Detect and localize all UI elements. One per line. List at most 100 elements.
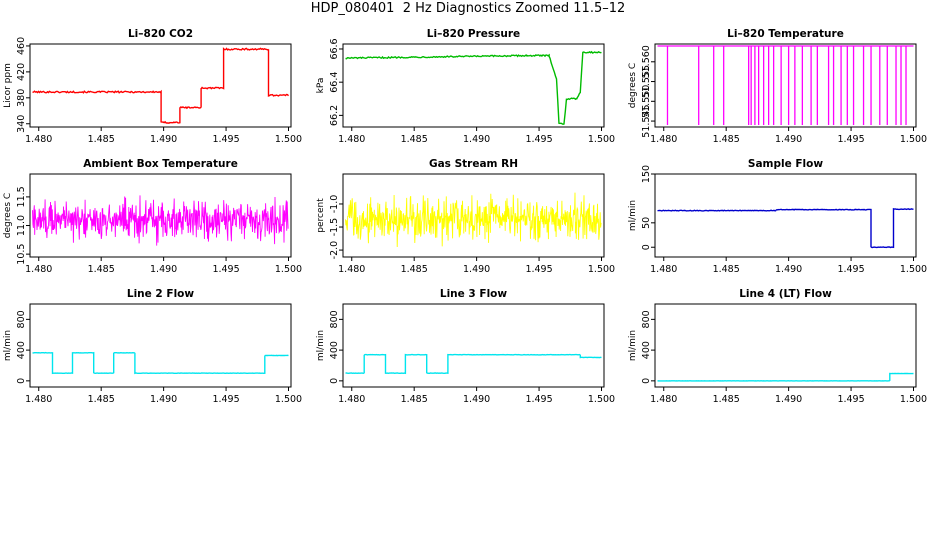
y-tick-label: 10.5 bbox=[16, 244, 27, 265]
y-tick-label: 800 bbox=[329, 310, 340, 328]
y-axis-label: Licor ppm bbox=[3, 63, 13, 108]
x-tick-label: 1.495 bbox=[212, 264, 239, 275]
y-tick-label: 800 bbox=[641, 310, 652, 328]
y-axis-label: kPa bbox=[316, 78, 326, 94]
panel-line-3-flow: Line 3 Flow 1.480 1.485 1.490 1.495 1.500 0 400… bbox=[316, 288, 615, 405]
x-tick-label: 1.480 bbox=[338, 394, 365, 405]
x-tick-label: 1.480 bbox=[25, 134, 52, 145]
x-tick-label: 1.480 bbox=[338, 134, 365, 145]
y-tick-label: 0 bbox=[641, 378, 652, 384]
panel-title: Sample Flow bbox=[748, 158, 823, 170]
series-gas-stream-rh bbox=[345, 192, 602, 248]
panel-sample-flow: Sample Flow 1.480 1.485 1.490 1.495 1.500 0 50 1… bbox=[628, 158, 927, 275]
y-tick-label: 51.550 bbox=[641, 85, 652, 118]
x-tick-label: 1.485 bbox=[713, 264, 740, 275]
panel-line-4-lt-flow: Line 4 (LT) Flow 1.480 1.485 1.490 1.495 1.50… bbox=[628, 288, 927, 405]
y-axis-label: degrees C bbox=[628, 63, 638, 108]
plot-frame bbox=[654, 303, 917, 388]
y-tick-label: 66.6 bbox=[329, 38, 340, 59]
x-tick-label: 1.495 bbox=[525, 264, 552, 275]
x-tick-label: 1.490 bbox=[463, 264, 490, 275]
x-tick-label: 1.495 bbox=[837, 134, 864, 145]
plot-frame bbox=[342, 173, 605, 258]
y-tick-label: 51.545 bbox=[641, 104, 652, 137]
figure-title: HDP_080401 2 Hz Diagnostics Zoomed 11.5–… bbox=[310, 1, 626, 16]
plot-frame bbox=[342, 43, 605, 128]
x-tick-label: 1.490 bbox=[150, 394, 177, 405]
x-tick-label: 1.480 bbox=[650, 264, 677, 275]
x-tick-label: 1.495 bbox=[212, 394, 239, 405]
series-li-820-co2 bbox=[32, 47, 289, 124]
y-tick-label: -2.0 bbox=[329, 241, 340, 260]
series-li-820-temperature bbox=[657, 45, 914, 126]
x-tick-label: 1.490 bbox=[463, 134, 490, 145]
plot-frame bbox=[29, 173, 292, 258]
panel-title: Li–820 Pressure bbox=[427, 28, 520, 40]
y-tick-label: 380 bbox=[16, 89, 27, 107]
y-tick-label: 150 bbox=[641, 165, 652, 183]
y-tick-label: 11.5 bbox=[16, 186, 27, 207]
panel-title: Line 4 (LT) Flow bbox=[739, 288, 832, 300]
panel-title: Gas Stream RH bbox=[429, 158, 518, 170]
series-li-820-pressure bbox=[345, 50, 602, 126]
y-tick-label: 460 bbox=[16, 37, 27, 55]
x-tick-label: 1.500 bbox=[588, 264, 615, 275]
series-line-3-flow bbox=[345, 353, 602, 375]
data-line bbox=[345, 353, 602, 375]
plot-frame bbox=[29, 43, 292, 128]
y-tick-label: 400 bbox=[329, 341, 340, 359]
panel-title: Ambient Box Temperature bbox=[83, 158, 238, 170]
x-tick-label: 1.500 bbox=[900, 394, 927, 405]
y-axis-label: degrees C bbox=[3, 193, 13, 238]
plot-frame bbox=[29, 303, 292, 388]
y-tick-label: 50 bbox=[641, 217, 652, 229]
x-tick-label: 1.500 bbox=[588, 394, 615, 405]
series-line-2-flow bbox=[32, 351, 289, 375]
x-tick-label: 1.480 bbox=[338, 264, 365, 275]
x-tick-label: 1.485 bbox=[88, 394, 115, 405]
y-axis-label: ml/min bbox=[628, 330, 638, 361]
data-line bbox=[345, 192, 602, 248]
data-line bbox=[32, 351, 289, 375]
plot-frame bbox=[342, 303, 605, 388]
x-tick-label: 1.480 bbox=[650, 134, 677, 145]
y-tick-label: 0 bbox=[329, 378, 340, 384]
data-line bbox=[32, 47, 289, 124]
x-tick-label: 1.485 bbox=[713, 134, 740, 145]
panel-line-2-flow: Line 2 Flow 1.480 1.485 1.490 1.495 1.500 0 400… bbox=[3, 288, 302, 405]
y-tick-label: 340 bbox=[16, 115, 27, 133]
x-tick-label: 1.490 bbox=[775, 264, 802, 275]
x-tick-label: 1.485 bbox=[401, 264, 428, 275]
y-tick-label: 800 bbox=[16, 310, 27, 328]
x-tick-label: 1.495 bbox=[525, 394, 552, 405]
x-tick-label: 1.490 bbox=[150, 134, 177, 145]
panel-title: Li–820 Temperature bbox=[727, 28, 844, 40]
data-line bbox=[32, 195, 289, 246]
x-tick-label: 1.485 bbox=[88, 264, 115, 275]
y-tick-label: 51.560 bbox=[641, 45, 652, 78]
y-tick-label: 0 bbox=[16, 378, 27, 384]
panel-title: Line 2 Flow bbox=[127, 288, 194, 300]
x-tick-label: 1.500 bbox=[900, 134, 927, 145]
x-tick-label: 1.485 bbox=[713, 394, 740, 405]
panel-li-820-co2: Li–820 CO2 1.480 1.485 1.490 1.495 1.500 340 38… bbox=[3, 28, 302, 145]
series-line-4-lt-flow bbox=[657, 372, 914, 382]
plot-frame bbox=[654, 43, 917, 128]
x-tick-label: 1.500 bbox=[588, 134, 615, 145]
x-tick-label: 1.480 bbox=[25, 264, 52, 275]
data-line bbox=[345, 50, 602, 126]
y-tick-label: 66.4 bbox=[329, 72, 340, 93]
data-line bbox=[657, 208, 914, 249]
x-tick-label: 1.490 bbox=[463, 394, 490, 405]
x-tick-label: 1.495 bbox=[212, 134, 239, 145]
y-tick-label: 0 bbox=[641, 244, 652, 250]
x-tick-label: 1.500 bbox=[275, 134, 302, 145]
y-axis-label: ml/min bbox=[316, 330, 326, 361]
series-ambient-box-temperature bbox=[32, 195, 289, 246]
y-tick-label: 400 bbox=[641, 341, 652, 359]
data-line bbox=[657, 372, 914, 382]
y-tick-label: 66.2 bbox=[329, 105, 340, 126]
series-sample-flow bbox=[657, 208, 914, 249]
x-tick-label: 1.485 bbox=[88, 134, 115, 145]
